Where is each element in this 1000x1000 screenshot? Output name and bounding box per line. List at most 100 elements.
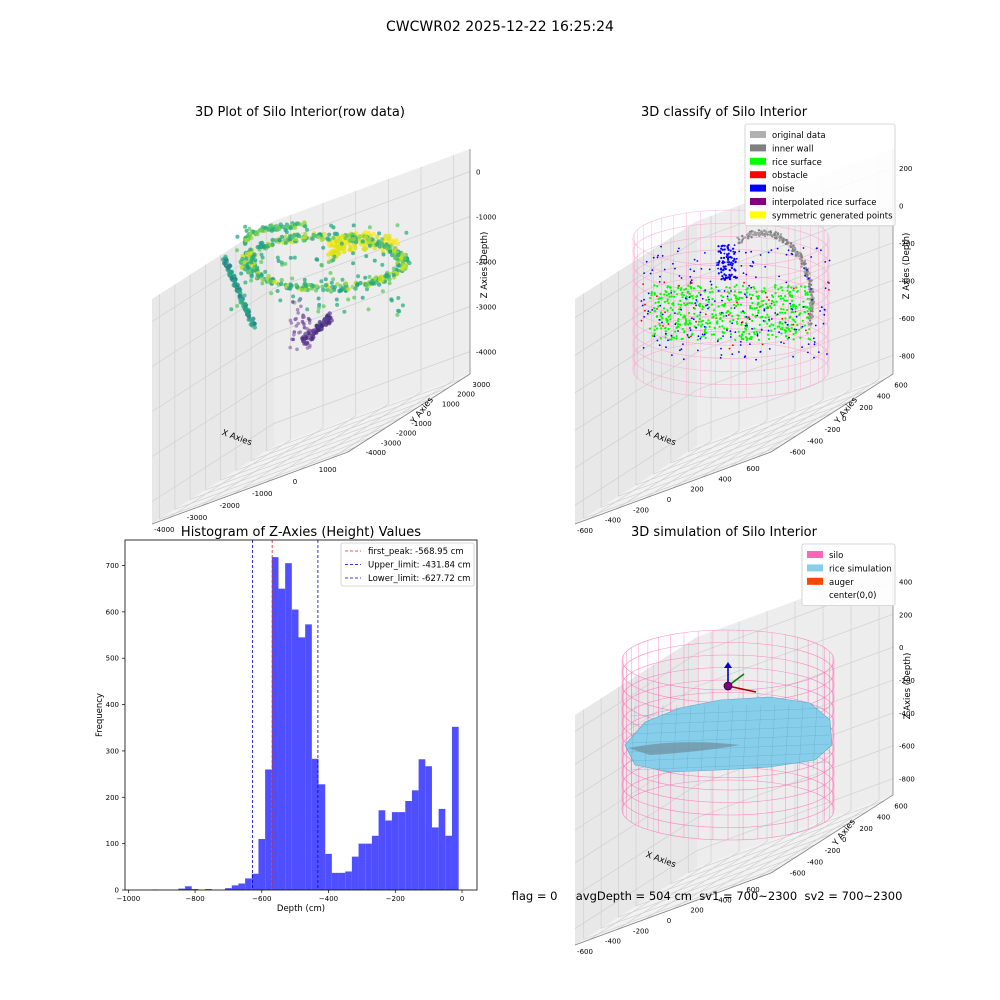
class-point	[716, 322, 719, 325]
class-point	[808, 328, 811, 331]
class-point	[673, 290, 676, 293]
data-point	[354, 239, 359, 245]
y-tick-label: 3000	[472, 381, 490, 389]
data-point	[246, 308, 251, 313]
grid-line	[574, 354, 894, 506]
class-point	[701, 333, 704, 336]
data-point	[360, 239, 365, 244]
class-point	[680, 287, 683, 290]
class-point	[695, 326, 697, 329]
rice-mesh	[629, 716, 831, 726]
class-point	[824, 261, 827, 263]
data-point	[390, 252, 395, 258]
class-point	[788, 336, 790, 339]
data-point	[331, 235, 336, 240]
class-point	[644, 303, 646, 306]
class-point	[795, 328, 798, 331]
class-point	[701, 323, 704, 326]
class-point	[789, 242, 793, 245]
grid-line	[618, 687, 815, 918]
class-point	[699, 337, 702, 340]
class-point	[806, 297, 809, 300]
class-point	[790, 286, 793, 289]
data-point	[302, 277, 307, 282]
data-point	[269, 291, 274, 296]
class-point	[794, 305, 798, 308]
class-point	[757, 229, 761, 232]
class-point	[725, 255, 728, 258]
class-point	[703, 325, 706, 328]
class-point	[767, 251, 770, 254]
class-point	[770, 294, 774, 297]
class-point	[771, 299, 774, 303]
class-point	[763, 308, 766, 311]
data-point	[275, 289, 280, 293]
class-point	[666, 309, 669, 312]
grid-line	[250, 235, 448, 462]
class-point	[733, 307, 736, 309]
data-point	[384, 245, 389, 250]
class-point	[753, 333, 757, 336]
class-point	[730, 266, 734, 270]
class-point	[741, 321, 744, 324]
data-point	[346, 287, 351, 292]
class-point	[794, 307, 797, 310]
class-point	[782, 308, 785, 311]
class-point	[704, 328, 707, 331]
data-point	[242, 293, 247, 298]
data-point	[269, 223, 274, 228]
class-point	[788, 291, 791, 295]
class-point	[666, 298, 669, 301]
class-point	[817, 351, 820, 353]
class-point	[803, 310, 806, 313]
class-point	[707, 307, 709, 310]
data-point	[396, 252, 401, 258]
data-point	[340, 277, 345, 282]
class-point	[775, 335, 778, 338]
class-point	[773, 236, 777, 240]
class-point	[699, 286, 702, 290]
data-point	[379, 241, 385, 246]
panel-histogram: Histogram of Z-Axies (Height) Values −10…	[95, 525, 478, 914]
class-point	[780, 294, 783, 298]
data-point	[265, 243, 270, 249]
class-point	[739, 291, 743, 294]
histogram-bar	[385, 820, 392, 890]
class-point	[730, 256, 733, 259]
class-point	[773, 286, 777, 289]
data-point	[300, 336, 305, 341]
class-point	[677, 303, 680, 306]
data-point	[281, 224, 286, 230]
class-point	[752, 261, 755, 264]
class-point	[781, 311, 784, 314]
class-point	[660, 311, 663, 314]
class-point	[730, 307, 733, 310]
histogram-bar	[285, 563, 292, 890]
class-point	[707, 319, 710, 322]
data-point	[290, 276, 295, 281]
class-point	[646, 312, 649, 315]
class-point	[697, 323, 700, 326]
class-point	[793, 328, 796, 331]
data-point	[260, 277, 265, 282]
class-point	[810, 288, 812, 290]
data-point	[243, 238, 248, 243]
histogram-bar	[258, 839, 266, 890]
class-point	[768, 233, 771, 236]
class-point	[808, 279, 811, 282]
histogram-bar	[431, 827, 439, 890]
class-point	[793, 287, 795, 290]
data-point	[323, 283, 329, 288]
data-point	[340, 233, 345, 239]
class-point	[798, 328, 801, 331]
histogram-bar	[398, 812, 406, 890]
legend-box	[801, 543, 896, 606]
class-point	[692, 297, 695, 300]
data-point	[244, 251, 250, 256]
data-point	[288, 345, 293, 350]
class-point	[683, 315, 687, 318]
data-point	[348, 238, 353, 243]
class-point	[763, 287, 766, 290]
rice-mesh	[629, 761, 831, 771]
grid-line	[266, 179, 389, 483]
